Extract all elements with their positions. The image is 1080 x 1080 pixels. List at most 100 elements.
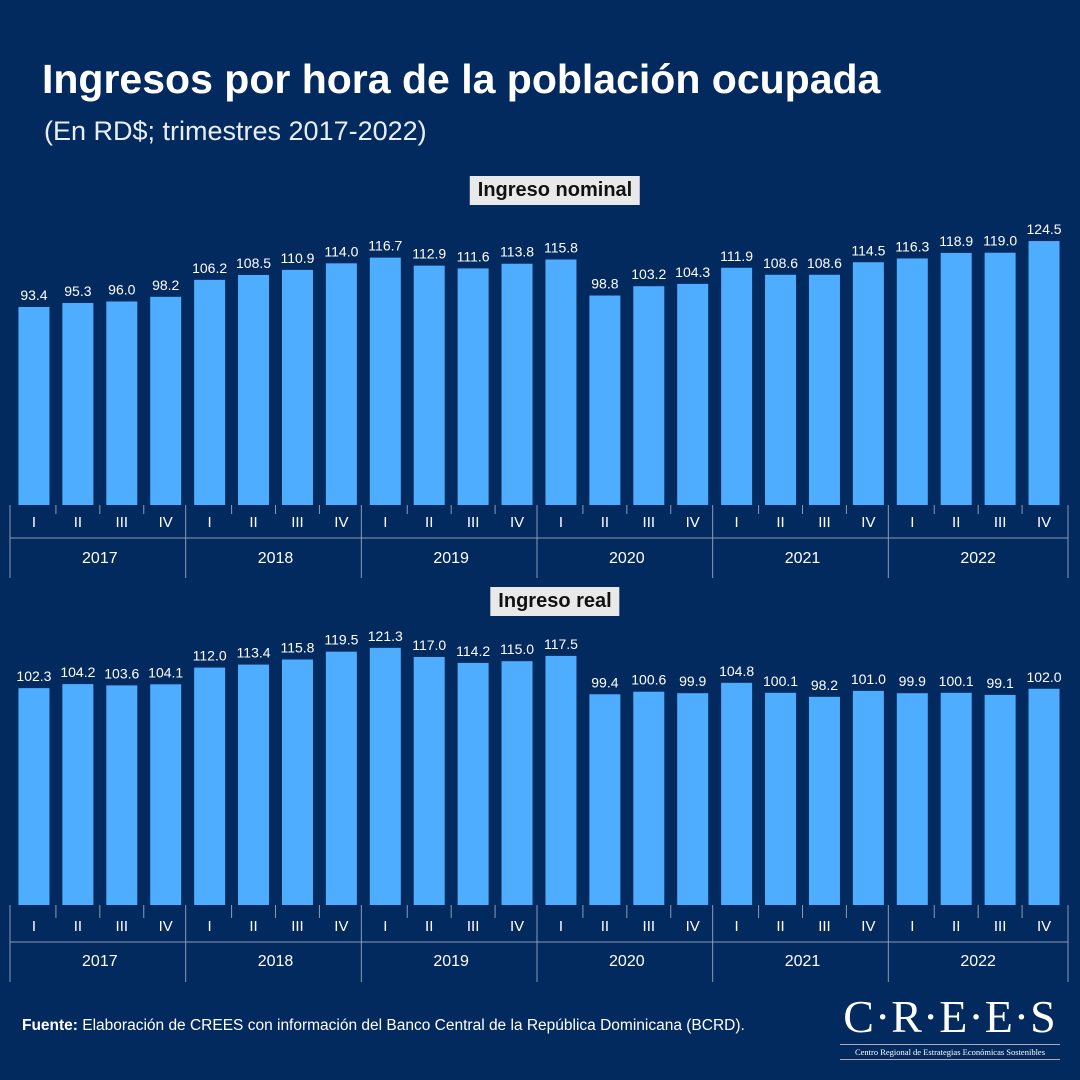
data-label: 99.1 [987, 675, 1014, 691]
data-label: 113.4 [237, 645, 271, 661]
bar [281, 269, 313, 505]
bar [896, 258, 928, 505]
quarter-tick-label: II [74, 514, 82, 531]
quarter-tick-label: IV [159, 514, 173, 531]
bar [62, 684, 94, 905]
bar [896, 693, 928, 905]
data-label: 104.1 [148, 664, 183, 680]
quarter-tick-label: I [559, 918, 563, 935]
data-label: 101.0 [851, 671, 886, 687]
bar [852, 690, 884, 905]
bar [501, 263, 533, 505]
year-tick-label: 2018 [258, 550, 294, 567]
quarter-tick-label: III [116, 918, 129, 935]
quarter-tick-label: III [116, 514, 129, 531]
bar [501, 661, 533, 905]
year-tick-label: 2020 [609, 953, 645, 970]
data-label: 112.9 [412, 246, 446, 262]
quarter-tick-label: I [383, 514, 387, 531]
chart-title-nominal: Ingreso nominal [469, 176, 641, 205]
data-label: 103.6 [104, 665, 139, 681]
data-label: 104.8 [719, 663, 754, 679]
year-tick-label: 2018 [258, 953, 294, 970]
bar [545, 259, 577, 505]
quarter-tick-label: II [425, 918, 433, 935]
bar [150, 684, 182, 905]
bar [633, 286, 665, 505]
quarter-tick-label: II [249, 918, 257, 935]
bar [325, 651, 357, 905]
data-label: 124.5 [1027, 221, 1062, 237]
quarter-tick-label: IV [686, 514, 700, 531]
bar [721, 267, 753, 505]
data-label: 118.9 [939, 233, 973, 249]
data-label: 113.8 [500, 244, 534, 260]
crees-logo: C·R·E·E·S Centro Regional de Estrategias… [840, 992, 1060, 1060]
bar [369, 647, 401, 905]
bar [413, 656, 445, 905]
data-label: 99.4 [591, 674, 618, 690]
quarter-tick-label: I [208, 514, 212, 531]
year-tick-label: 2017 [82, 953, 118, 970]
quarter-tick-label: I [208, 918, 212, 935]
data-label: 103.2 [631, 266, 666, 282]
bar [238, 274, 270, 505]
source-text: Elaboración de CREES con información del… [77, 1017, 745, 1034]
page-title: Ingresos por hora de la población ocupad… [42, 56, 881, 102]
bar [281, 659, 313, 905]
data-label: 119.5 [324, 632, 358, 648]
quarter-tick-label: I [559, 514, 563, 531]
bar [721, 682, 753, 905]
data-label: 121.3 [368, 628, 403, 644]
chart-nominal: 93.4I95.3II96.0III98.2IV106.2I108.5II110… [9, 221, 1069, 578]
quarter-tick-label: III [467, 514, 480, 531]
data-label: 111.6 [457, 248, 490, 264]
data-label: 108.5 [236, 255, 271, 271]
quarter-tick-label: II [74, 918, 82, 935]
bar [62, 302, 94, 505]
data-label: 98.2 [152, 277, 179, 293]
bar [194, 279, 226, 505]
bar [984, 694, 1016, 905]
year-tick-label: 2021 [785, 550, 821, 567]
data-label: 98.8 [591, 276, 618, 292]
data-label: 100.6 [631, 672, 666, 688]
data-label: 106.2 [192, 260, 227, 276]
quarter-tick-label: III [643, 918, 656, 935]
bar [18, 306, 50, 505]
data-label: 116.3 [895, 238, 929, 254]
quarter-tick-label: IV [159, 918, 173, 935]
bar [765, 692, 797, 905]
data-label: 100.1 [763, 673, 798, 689]
quarter-tick-label: II [601, 514, 609, 531]
data-label: 98.2 [811, 677, 838, 693]
quarter-tick-label: IV [334, 514, 348, 531]
bar [238, 664, 270, 905]
logo-tagline: Centro Regional de Estrategias Económica… [840, 1044, 1060, 1060]
bar [808, 696, 840, 905]
chart-real: 102.3I104.2II103.6III104.1IV112.0I113.4I… [9, 628, 1069, 982]
bar [984, 252, 1016, 505]
quarter-tick-label: III [643, 514, 656, 531]
bar [106, 685, 138, 905]
quarter-tick-label: IV [861, 918, 875, 935]
data-label: 108.6 [807, 255, 842, 271]
quarter-tick-label: I [910, 514, 914, 531]
year-tick-label: 2019 [433, 953, 469, 970]
bar [1028, 688, 1060, 905]
quarter-tick-label: IV [510, 514, 524, 531]
quarter-tick-label: III [818, 514, 831, 531]
data-label: 115.8 [544, 240, 578, 256]
quarter-tick-label: I [32, 514, 36, 531]
data-label: 115.8 [280, 640, 314, 656]
bar [940, 692, 972, 905]
bar [106, 301, 138, 505]
chart-title-real: Ingreso real [490, 587, 620, 616]
quarter-tick-label: IV [686, 918, 700, 935]
bar [18, 688, 50, 905]
data-label: 102.0 [1027, 669, 1062, 685]
quarter-tick-label: II [776, 514, 784, 531]
year-tick-label: 2017 [82, 550, 118, 567]
quarter-tick-label: IV [510, 918, 524, 935]
quarter-tick-label: I [383, 918, 387, 935]
